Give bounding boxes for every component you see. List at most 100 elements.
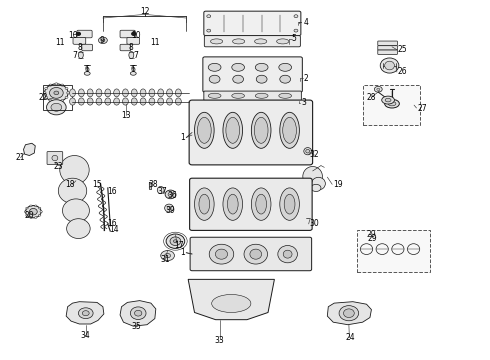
Ellipse shape [167,206,171,210]
Text: 26: 26 [398,68,408,77]
Ellipse shape [232,93,245,98]
Text: 4: 4 [304,18,309,27]
Ellipse shape [280,75,291,83]
Ellipse shape [43,92,46,94]
Ellipse shape [304,148,312,155]
Ellipse shape [199,194,210,214]
Text: 30: 30 [310,219,319,228]
Ellipse shape [47,100,66,115]
Ellipse shape [130,307,146,320]
Ellipse shape [129,51,134,59]
Ellipse shape [131,98,137,105]
Text: 31: 31 [161,256,171,264]
Text: 37: 37 [158,187,168,196]
Circle shape [76,32,80,35]
Ellipse shape [58,178,87,203]
Text: 10: 10 [131,31,141,40]
FancyBboxPatch shape [73,37,86,44]
Ellipse shape [87,89,93,97]
Ellipse shape [98,37,107,44]
Ellipse shape [385,61,394,70]
Text: 11: 11 [150,38,160,47]
Text: 7: 7 [73,50,77,59]
Ellipse shape [105,98,111,105]
Ellipse shape [158,98,164,105]
Ellipse shape [170,237,181,246]
Ellipse shape [303,166,322,186]
Ellipse shape [279,93,292,98]
Ellipse shape [168,192,173,197]
Ellipse shape [96,98,102,105]
Ellipse shape [101,39,105,42]
Bar [363,85,420,125]
Text: 11: 11 [56,38,65,47]
Ellipse shape [29,208,37,215]
Ellipse shape [158,89,164,97]
Text: 18: 18 [65,180,74,189]
Ellipse shape [165,204,173,212]
Text: 6: 6 [131,65,136,74]
Ellipse shape [60,156,89,184]
Ellipse shape [195,112,214,148]
Ellipse shape [82,311,89,316]
Ellipse shape [207,29,211,32]
Ellipse shape [49,100,52,102]
Ellipse shape [232,63,245,71]
Ellipse shape [45,96,48,98]
Ellipse shape [280,188,299,220]
Ellipse shape [70,89,75,97]
FancyBboxPatch shape [378,41,397,45]
FancyBboxPatch shape [203,57,302,92]
Ellipse shape [209,244,234,264]
Ellipse shape [167,98,172,105]
Ellipse shape [343,309,354,318]
Ellipse shape [377,88,380,90]
Ellipse shape [62,199,89,222]
FancyBboxPatch shape [204,11,301,36]
Ellipse shape [30,217,32,219]
Ellipse shape [208,93,221,98]
Text: 3: 3 [301,98,306,107]
Text: 16: 16 [107,187,117,196]
Text: 35: 35 [131,323,141,331]
Ellipse shape [38,214,41,216]
Ellipse shape [30,205,32,207]
Ellipse shape [96,89,102,97]
Ellipse shape [149,98,155,105]
Text: 9: 9 [99,36,104,45]
Ellipse shape [25,206,41,218]
Ellipse shape [175,98,181,105]
Text: 5: 5 [292,34,296,43]
Ellipse shape [294,29,298,32]
Text: 28: 28 [367,94,376,102]
Ellipse shape [216,249,227,259]
Ellipse shape [67,92,70,94]
Ellipse shape [52,156,58,161]
Ellipse shape [165,190,176,199]
Polygon shape [120,301,156,326]
Ellipse shape [380,58,399,73]
Ellipse shape [256,75,267,83]
Ellipse shape [255,93,268,98]
Polygon shape [24,143,35,156]
Ellipse shape [211,39,222,44]
Ellipse shape [134,310,142,316]
Ellipse shape [207,15,211,18]
Ellipse shape [255,39,267,44]
Ellipse shape [34,205,37,207]
Text: 34: 34 [81,331,91,340]
FancyBboxPatch shape [47,152,63,165]
Ellipse shape [385,99,399,108]
Text: 1: 1 [180,248,185,257]
Text: 7: 7 [133,50,138,59]
FancyBboxPatch shape [190,178,312,230]
Ellipse shape [166,234,185,248]
FancyBboxPatch shape [378,46,397,50]
Ellipse shape [233,75,244,83]
Ellipse shape [67,219,90,238]
Text: 39: 39 [166,206,175,215]
Ellipse shape [26,214,28,216]
Ellipse shape [65,87,68,89]
Ellipse shape [255,63,268,71]
FancyBboxPatch shape [82,44,93,51]
